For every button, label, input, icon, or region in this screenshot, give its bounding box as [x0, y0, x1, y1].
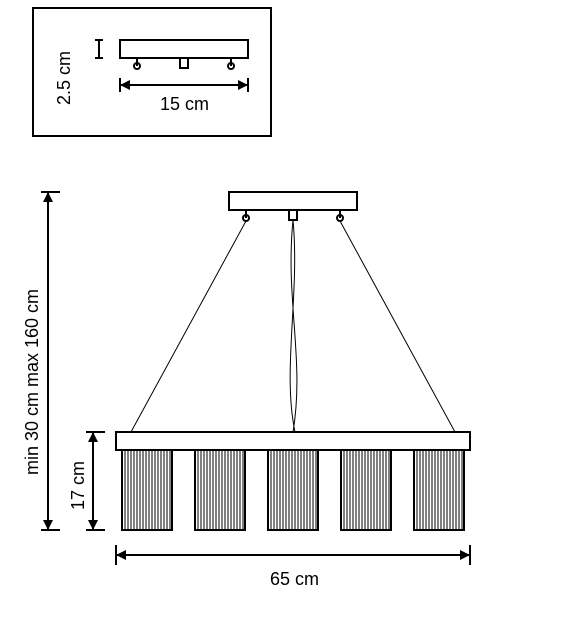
power-cable — [290, 220, 297, 432]
inset-width-dim — [120, 78, 248, 92]
diagram-container: 2.5 cm 15 cm min 30 cm max 160 cm — [0, 0, 568, 640]
technical-drawing: 2.5 cm 15 cm min 30 cm max 160 cm — [0, 0, 568, 640]
pendants — [122, 450, 464, 530]
inset-height-label: 2.5 cm — [54, 51, 74, 105]
inset-canopy-mounts — [134, 58, 234, 69]
pendant-1 — [122, 450, 172, 530]
pendant-3 — [268, 450, 318, 530]
ceiling-canopy — [229, 192, 357, 210]
pendant-5 — [414, 450, 464, 530]
inset-canopy-body — [120, 40, 248, 58]
overall-height-dim — [41, 192, 60, 530]
pendant-2 — [195, 450, 245, 530]
suspension-wires — [131, 221, 455, 432]
pendant-height-label: 17 cm — [68, 461, 88, 510]
overall-height-label: min 30 cm max 160 cm — [22, 289, 42, 475]
fixture-bar — [116, 432, 470, 450]
main-drawing: min 30 cm max 160 cm 17 cm — [22, 192, 470, 589]
overall-width-label: 65 cm — [270, 569, 319, 589]
inset-width-label: 15 cm — [160, 94, 209, 114]
canopy-inset: 2.5 cm 15 cm — [33, 8, 271, 136]
inset-height-dim — [95, 40, 103, 58]
canopy-mounts — [243, 210, 343, 221]
overall-width-dim — [116, 545, 470, 565]
pendant-height-dim — [86, 432, 105, 530]
pendant-4 — [341, 450, 391, 530]
